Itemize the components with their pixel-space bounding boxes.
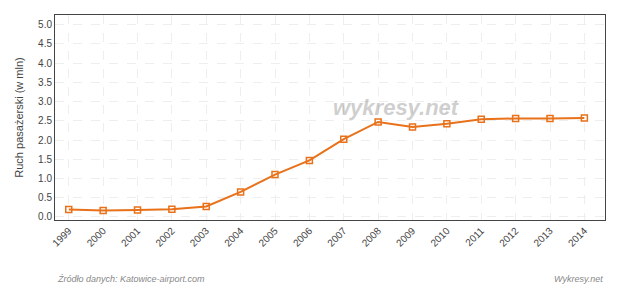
svg-text:5.0: 5.0 bbox=[38, 19, 52, 30]
svg-text:2013: 2013 bbox=[531, 225, 555, 249]
svg-text:2009: 2009 bbox=[394, 225, 418, 249]
svg-text:1.0: 1.0 bbox=[38, 173, 52, 184]
svg-text:3.0: 3.0 bbox=[38, 96, 52, 107]
svg-text:2010: 2010 bbox=[428, 225, 452, 249]
svg-text:wykresy.net: wykresy.net bbox=[333, 95, 460, 120]
svg-text:Ruch pasażerski (w mln): Ruch pasażerski (w mln) bbox=[13, 57, 25, 177]
svg-text:2006: 2006 bbox=[291, 225, 315, 249]
svg-text:4.5: 4.5 bbox=[38, 38, 52, 49]
svg-text:2012: 2012 bbox=[497, 225, 521, 249]
svg-text:2002: 2002 bbox=[153, 225, 177, 249]
svg-text:2004: 2004 bbox=[222, 225, 246, 249]
svg-text:2014: 2014 bbox=[566, 225, 590, 249]
svg-text:2005: 2005 bbox=[256, 225, 280, 249]
svg-text:1.5: 1.5 bbox=[38, 154, 52, 165]
svg-text:2007: 2007 bbox=[325, 225, 349, 249]
svg-text:2.5: 2.5 bbox=[38, 115, 52, 126]
svg-text:2000: 2000 bbox=[85, 225, 109, 249]
svg-text:Wykresy.net: Wykresy.net bbox=[554, 274, 603, 284]
svg-text:2001: 2001 bbox=[119, 225, 143, 249]
svg-text:0.0: 0.0 bbox=[38, 211, 52, 222]
svg-text:3.5: 3.5 bbox=[38, 77, 52, 88]
svg-text:2008: 2008 bbox=[360, 225, 384, 249]
svg-text:2011: 2011 bbox=[463, 225, 486, 248]
svg-text:Źródło danych: Katowice-airpor: Źródło danych: Katowice-airport.com bbox=[57, 274, 205, 284]
svg-text:0.5: 0.5 bbox=[38, 192, 52, 203]
svg-text:2.0: 2.0 bbox=[38, 135, 52, 146]
svg-text:4.0: 4.0 bbox=[38, 58, 52, 69]
svg-text:1999: 1999 bbox=[50, 225, 74, 249]
svg-text:2003: 2003 bbox=[188, 225, 212, 249]
